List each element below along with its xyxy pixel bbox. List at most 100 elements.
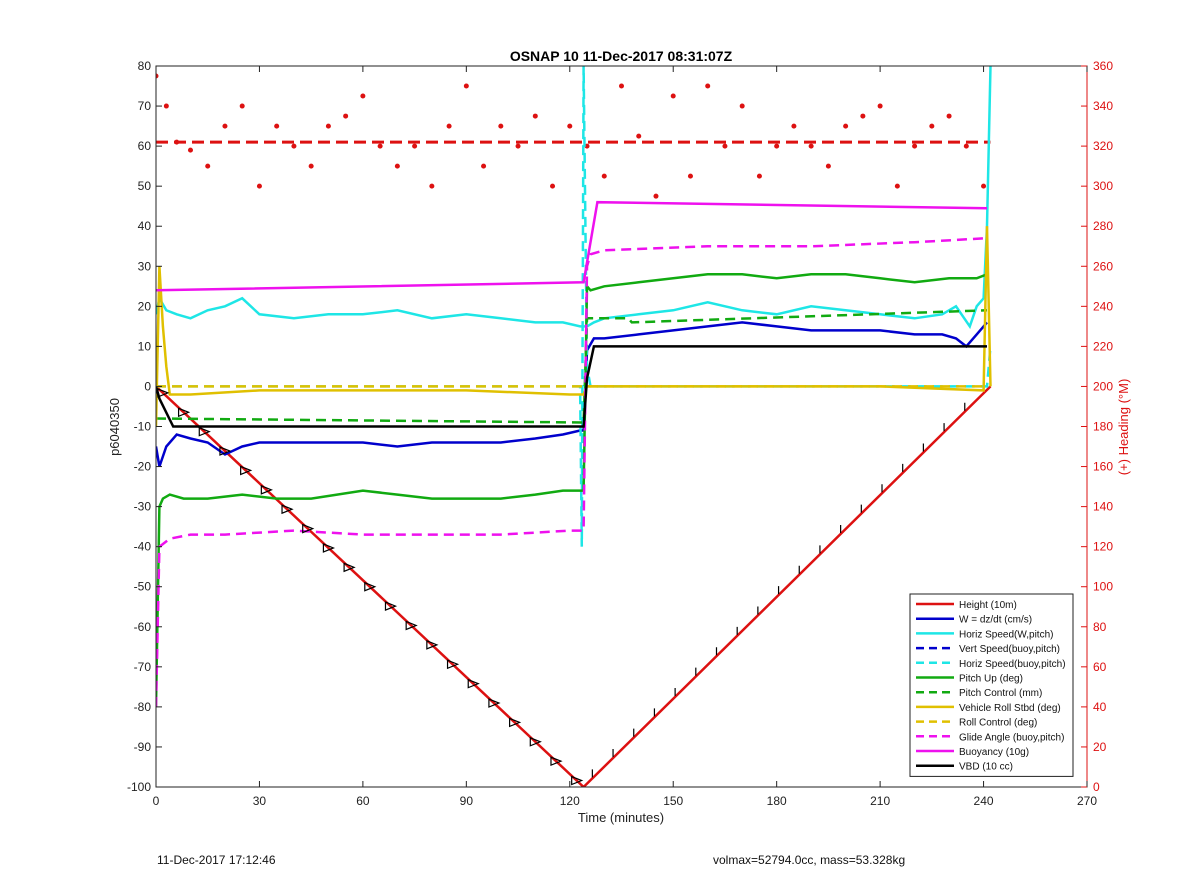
y-right-tick-label: 240 [1093,299,1113,313]
heading-point [670,93,676,99]
heading-point [843,123,849,129]
y-right-tick-label: 280 [1093,219,1113,233]
heading-point [174,139,180,145]
height-marker [405,620,418,631]
height-marker [364,581,377,592]
x-tick-label: 60 [356,794,370,808]
heading-point [412,143,418,149]
y-tick-label: -50 [134,580,152,594]
x-tick-label: 270 [1077,794,1097,808]
y-right-tick-label: 140 [1093,500,1113,514]
legend-entry: Vert Speed(buoy,pitch) [959,644,1060,655]
height-marker [219,446,232,456]
x-tick-label: 180 [767,794,787,808]
legend-entry: Horiz Speed(W,pitch) [959,629,1053,640]
height-marker [157,388,170,398]
heading-point [360,93,366,99]
heading-point [894,183,900,189]
y-right-tick-label: 360 [1093,59,1113,73]
y-tick-label: -30 [134,500,152,514]
y-tick-label: -100 [127,780,151,794]
y-right-tick-label: 120 [1093,540,1113,554]
height-marker [571,775,584,786]
heading-point [791,123,797,129]
height-marker [343,562,356,573]
y-tick-label: 20 [138,299,152,313]
y-tick-label: 70 [138,99,152,113]
heading-point [929,123,935,129]
y-tick-label: -80 [134,700,152,714]
series-layer [156,66,992,787]
y-tick-label: 80 [138,59,152,73]
legend-entry: Vehicle Roll Stbd (deg) [959,703,1061,714]
heading-point [584,143,590,149]
y-tick-label: -60 [134,620,152,634]
y-right-tick-label: 20 [1093,740,1107,754]
heading-point [274,123,280,129]
y-right-tick-label: 160 [1093,460,1113,474]
heading-point [550,183,556,189]
y-right-tick-label: 0 [1093,780,1100,794]
height-marker [322,543,336,553]
heading-point [256,183,262,189]
heading-point [687,173,693,179]
series-line-4 [156,66,992,547]
legend-entry: Pitch Control (mm) [959,688,1042,699]
heading-point [291,143,297,149]
heading-point [325,123,331,129]
heading-point [498,123,504,129]
series-line-9 [156,236,988,707]
footer-volmax-mass: volmax=52794.0cc, mass=53.328kg [713,853,906,867]
heading-point [163,103,169,109]
legend-entry: Buoyancy (10g) [959,747,1029,758]
heading-point [446,123,452,129]
y-tick-label: -40 [134,540,152,554]
height-marker [281,504,294,515]
heading-point [377,143,383,149]
y-tick-label: 40 [138,219,152,233]
height-marker [467,678,480,689]
heading-point [981,183,987,189]
heading-point [343,113,349,119]
plot-area: 0 30 60 90 120 150 180 210 240 270-100-90-80-70-6… [127,59,1113,808]
heading-point [756,173,762,179]
height-marker [384,601,398,611]
heading-point [394,163,400,169]
y-right-tick-label: 200 [1093,379,1113,393]
y-tick-label: 10 [138,339,152,353]
legend: Height (10m) W = dz/dt (cm/s) Horiz Speed(… [909,593,1074,777]
heading-point [774,143,780,149]
footer-timestamp: 11-Dec-2017 17:12:46 [157,853,276,867]
height-marker [198,426,211,437]
y-right-tick-label: 180 [1093,420,1113,434]
y-tick-label: 60 [138,139,152,153]
heading-point [636,133,642,139]
height-marker [260,484,273,495]
heading-point [912,143,918,149]
heading-point [963,143,969,149]
heading-point [601,173,607,179]
x-tick-label: 150 [663,794,683,808]
series-line-10 [156,200,988,292]
legend-entry: Glide Angle (buoy,pitch) [959,732,1064,743]
x-tick-label: 30 [253,794,267,808]
y-right-tick-label: 320 [1093,139,1113,153]
series-line-5 [156,273,988,707]
x-axis-label: Time (minutes) [578,810,664,825]
height-marker [240,465,253,476]
heading-point [860,113,866,119]
heading-point [187,147,193,153]
height-marker [529,736,542,747]
y-tick-label: 50 [138,179,152,193]
heading-point [463,83,469,89]
series-line-11 [156,345,987,428]
legend-entry: Roll Control (deg) [959,718,1037,729]
heading-point [239,103,245,109]
heading-point [532,113,538,119]
height-marker [302,523,315,534]
y-right-tick-label: 340 [1093,99,1113,113]
heading-point [429,183,435,189]
x-tick-label: 0 [153,794,160,808]
legend-entry: Horiz Speed(buoy,pitch) [959,659,1066,670]
